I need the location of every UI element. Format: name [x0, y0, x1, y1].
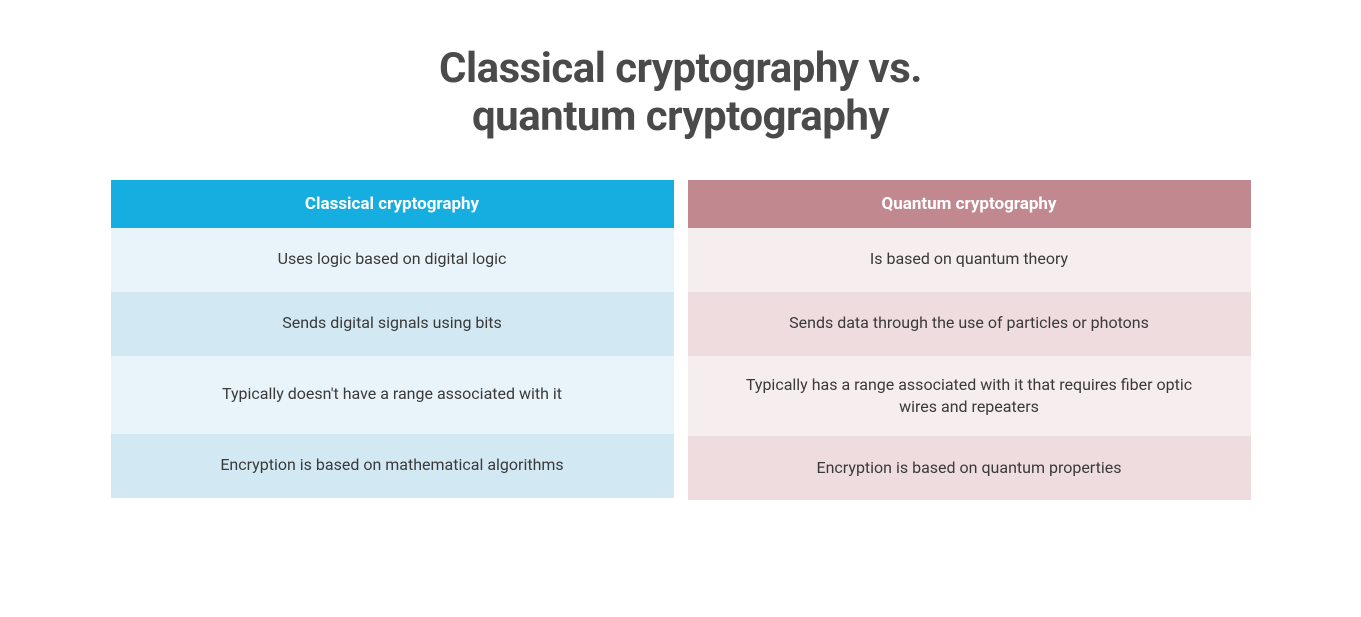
table-cell: Encryption is based on mathematical algo…	[111, 434, 674, 498]
comparison-table: Classical cryptography Uses logic based …	[111, 180, 1251, 501]
table-cell: Sends data through the use of particles …	[688, 292, 1251, 356]
column-header-classical: Classical cryptography	[111, 180, 674, 228]
title-line-1: Classical cryptography vs.	[439, 44, 922, 93]
table-cell: Sends digital signals using bits	[111, 292, 674, 356]
table-cell: Encryption is based on quantum propertie…	[688, 436, 1251, 500]
table-cell: Uses logic based on digital logic	[111, 228, 674, 292]
column-header-quantum: Quantum cryptography	[688, 180, 1251, 228]
table-cell: Typically has a range associated with it…	[688, 356, 1251, 437]
title-line-2: quantum cryptography	[472, 92, 889, 141]
page-title: Classical cryptography vs. quantum crypt…	[439, 45, 922, 142]
column-classical: Classical cryptography Uses logic based …	[111, 180, 674, 501]
column-quantum: Quantum cryptography Is based on quantum…	[688, 180, 1251, 501]
table-cell: Typically doesn't have a range associate…	[111, 356, 674, 434]
table-cell: Is based on quantum theory	[688, 228, 1251, 292]
